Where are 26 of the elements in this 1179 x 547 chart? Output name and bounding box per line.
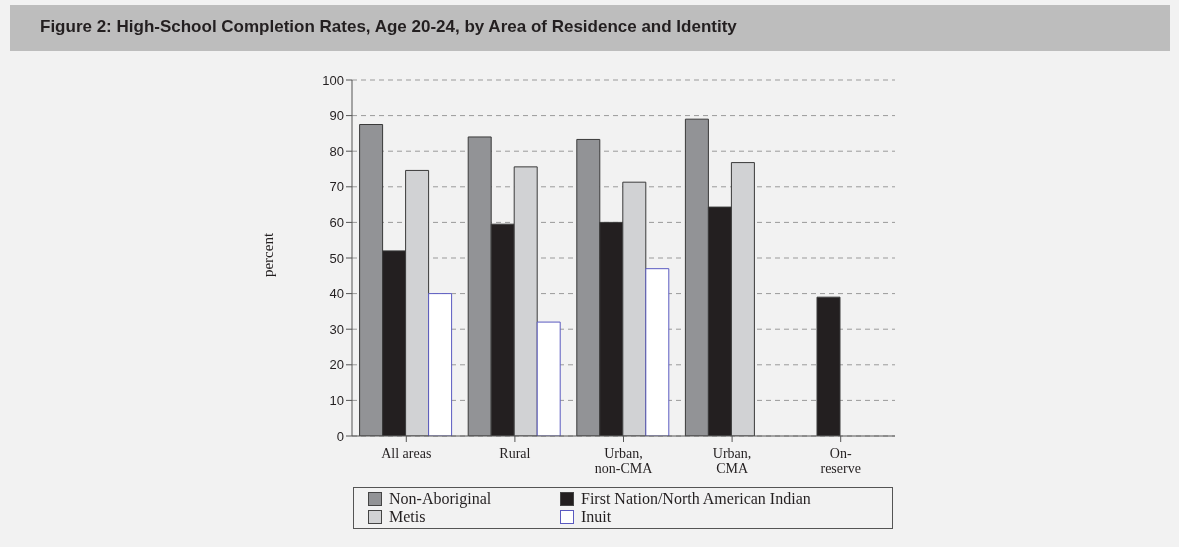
legend-label: Metis [388, 508, 427, 526]
legend-label: Inuit [580, 508, 612, 526]
legend-label: Non-Aboriginal [388, 490, 493, 508]
bar [428, 293, 453, 436]
y-tick-label: 40 [329, 286, 344, 302]
x-tick-label: All areas [381, 446, 432, 461]
y-tick-label: 30 [329, 321, 344, 337]
bar [816, 296, 841, 436]
x-tick-label: Urban, non-CMA [594, 446, 654, 476]
y-tick-label: 10 [329, 393, 344, 409]
y-tick-label: 100 [322, 72, 344, 88]
y-axis-title: percent [259, 232, 277, 278]
y-tick-label: 60 [329, 215, 344, 231]
x-tick-label: Urban, CMA [712, 446, 752, 476]
legend-label: First Nation/North American Indian [580, 490, 811, 508]
x-tick-label: On- reserve [820, 446, 861, 476]
y-tick-label: 0 [336, 428, 344, 444]
y-tick-label: 50 [329, 250, 344, 266]
chart-title: Figure 2: High-School Completion Rates, Age 20-24, by Area of Residence and Identity [10, 5, 1170, 51]
bar [645, 268, 670, 436]
y-tick-label: 80 [329, 143, 344, 159]
y-tick-label: 70 [329, 179, 344, 195]
y-tick-label: 90 [329, 108, 344, 124]
bar [536, 321, 561, 436]
y-tick-label: 20 [329, 357, 344, 373]
x-tick-label: Rural [499, 446, 531, 461]
